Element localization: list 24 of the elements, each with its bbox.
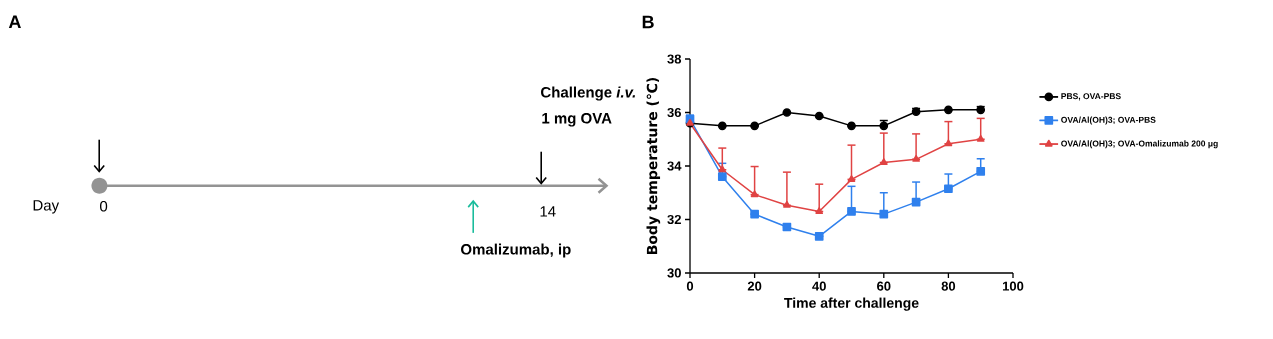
text: A (8, 15, 21, 28)
legend-label: PBS, OVA-PBS (1061, 93, 1121, 101)
x-tick-label: 100 (1002, 281, 1024, 291)
text: 14 (540, 206, 556, 217)
y-tick-label: 36 (667, 107, 681, 118)
text: Day (33, 200, 60, 214)
y-tick-label: 32 (667, 214, 681, 225)
x-axis-title: Time after challenge (784, 297, 919, 311)
text: Challenge i.v. (541, 86, 635, 101)
x-tick-label: 60 (877, 281, 891, 291)
text: 0 (100, 200, 108, 212)
x-tick-label: 40 (812, 281, 826, 291)
text: Omalizumab, ip (461, 243, 571, 258)
chart-title: B (642, 15, 654, 29)
x-tick-label: 0 (686, 281, 694, 291)
text: 1 mg OVA (542, 112, 612, 127)
legend-label: OVA/Al(OH)3; OVA-PBS (1061, 116, 1156, 125)
y-tick-label: 38 (667, 54, 682, 64)
y-tick-label: 30 (667, 268, 681, 278)
y-axis-title: Body temperature (℃) (646, 77, 661, 255)
x-tick-label: 20 (747, 281, 762, 291)
y-tick-label: 34 (667, 161, 682, 171)
x-tick-label: 80 (941, 281, 956, 291)
legend-label: OVA/Al(OH)3; OVA-Omalizumab 200 μg (1061, 140, 1218, 149)
